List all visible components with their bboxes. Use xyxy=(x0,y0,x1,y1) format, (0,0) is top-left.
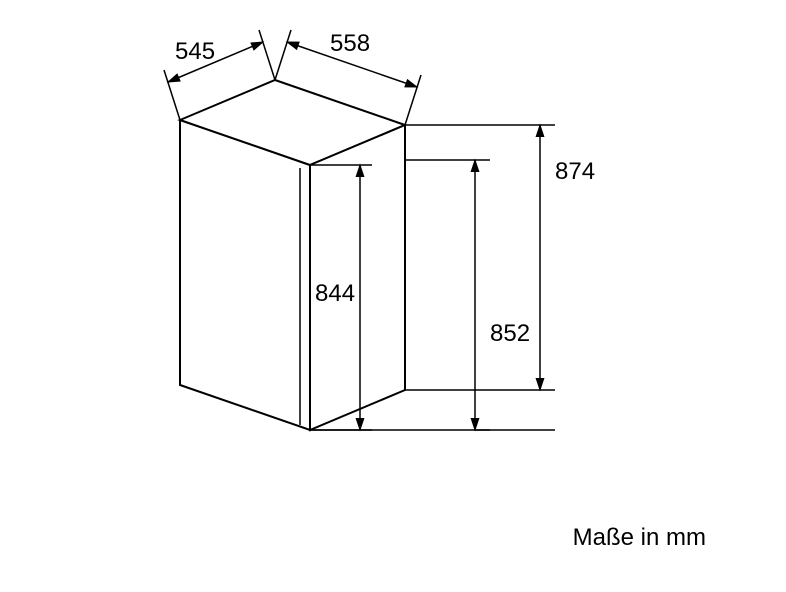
label-height-874: 874 xyxy=(555,158,595,186)
technical-drawing: 545 558 874 852 844 Maße in mm xyxy=(0,0,786,587)
box-3d xyxy=(180,80,405,430)
label-depth: 545 xyxy=(175,38,215,66)
label-width: 558 xyxy=(330,30,370,58)
drawing-svg xyxy=(0,0,786,587)
caption: Maße in mm xyxy=(573,524,706,552)
label-height-844: 844 xyxy=(315,280,355,308)
label-height-852: 852 xyxy=(490,320,530,348)
